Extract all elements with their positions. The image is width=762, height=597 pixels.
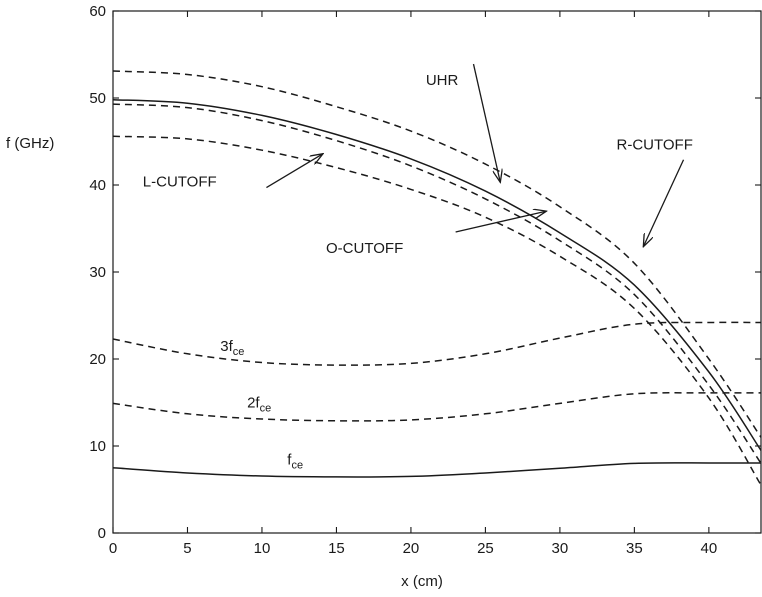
annotation-arrow-lcut [266, 154, 323, 189]
x-tick-label: 35 [626, 540, 643, 557]
y-tick-label: 0 [98, 525, 106, 542]
series-line-2fce [112, 392, 762, 422]
plot-frame [112, 10, 762, 534]
annotation-label-rcut: R-CUTOFF [617, 136, 693, 153]
series-line-fce [112, 462, 762, 478]
annotation-label-ocut: O-CUTOFF [326, 240, 403, 257]
annotation-arrow-ocut [455, 211, 547, 233]
annotation-label-uhr: UHR [426, 72, 459, 89]
axis-ticks: 0 5 10 15 20 25 30 35 40 0 10 20 30 40 50 60 [89, 3, 761, 557]
x-axis-label: x (cm) [401, 573, 443, 590]
annotation-label-lcut: L-CUTOFF [143, 174, 217, 191]
y-tick-label: 30 [89, 264, 106, 281]
series-line-l-cutoff [112, 135, 762, 486]
annotation-arrow-uhr [472, 63, 500, 182]
y-tick-label: 20 [89, 351, 106, 368]
y-tick-label: 10 [89, 438, 106, 455]
annotation-label-fce: fce [287, 451, 303, 471]
annotation-label-3fce: 3fce [220, 338, 244, 358]
series-line-o-cutoff [112, 103, 762, 464]
y-axis-label: f (GHz) [6, 135, 54, 152]
series-line-r-cutoff [112, 70, 762, 438]
x-tick-label: 10 [254, 540, 271, 557]
annotation-label-2fce: 2fce [247, 395, 271, 415]
series-line-uhr [112, 98, 762, 451]
x-tick-label: 25 [477, 540, 494, 557]
y-tick-label: 50 [89, 90, 106, 107]
x-tick-label: 40 [701, 540, 718, 557]
annotation-layer: UHR R-CUTOFF L-CUTOFF O-CUTOFF 3fce 2fce fce [143, 63, 693, 471]
y-tick-label: 60 [89, 3, 106, 20]
x-tick-label: 30 [552, 540, 569, 557]
x-tick-label: 20 [403, 540, 420, 557]
y-tick-label: 40 [89, 177, 106, 194]
series-layer [112, 70, 762, 486]
series-line-3fce [112, 321, 762, 366]
x-tick-label: 15 [328, 540, 345, 557]
x-tick-label: 0 [109, 540, 117, 557]
annotation-arrow-rcut [643, 159, 685, 247]
x-tick-label: 5 [183, 540, 191, 557]
